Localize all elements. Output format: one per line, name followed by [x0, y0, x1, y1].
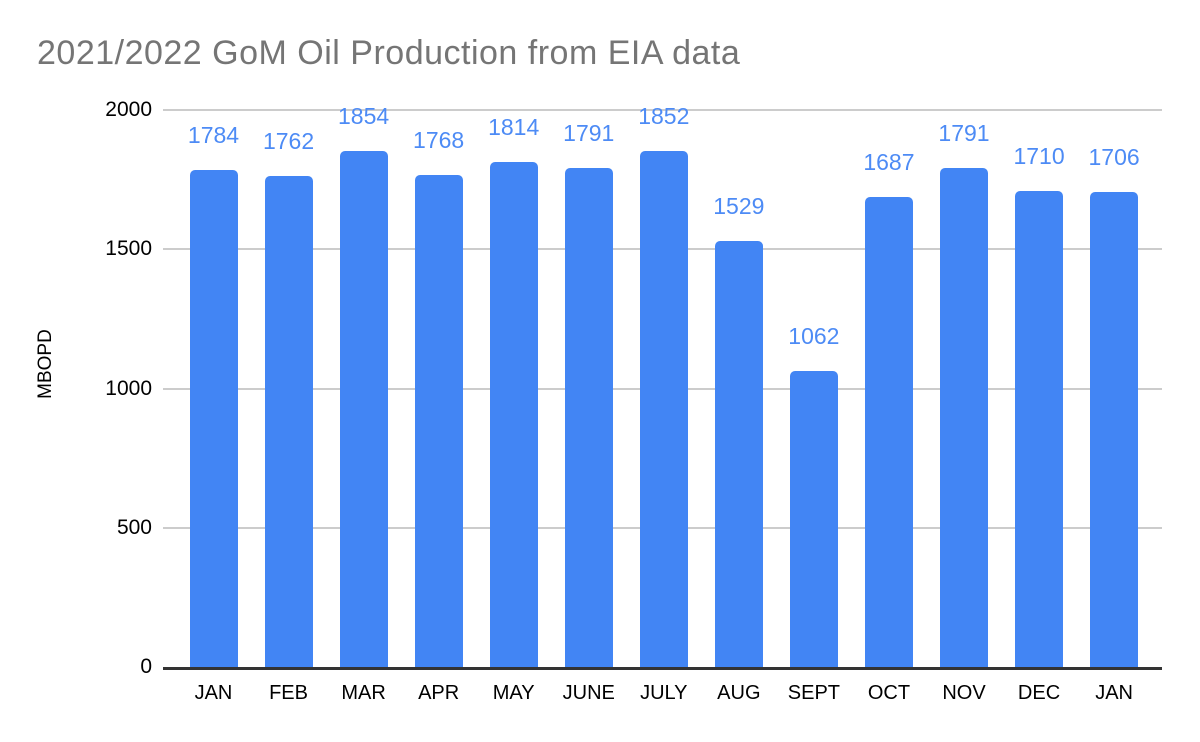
x-tick-label: SEPT — [787, 682, 841, 704]
x-tick-label: JAN — [194, 682, 233, 704]
x-tick-label: JAN — [1095, 682, 1133, 704]
bar-jan-12 — [1090, 192, 1139, 667]
bar-value-label: 1791 — [563, 120, 615, 146]
bar-dec-11 — [1015, 191, 1064, 667]
x-tick-label: OCT — [867, 682, 911, 704]
bar-oct-9 — [864, 197, 913, 667]
bar-value-label: 1791 — [938, 120, 990, 146]
bar-value-label: 1706 — [1088, 144, 1140, 170]
x-tick-label: APR — [418, 682, 460, 704]
bar-value-label: 1529 — [713, 193, 765, 219]
bar-value-label: 1687 — [863, 149, 915, 175]
x-tick-label: AUG — [717, 682, 761, 704]
bar-value-label: 1762 — [262, 128, 315, 154]
x-tick-label: JULY — [640, 682, 688, 704]
y-tick-label-1500: 1500 — [105, 237, 152, 261]
y-tick-label-0: 0 — [140, 655, 152, 678]
bar-jan-0 — [189, 170, 238, 667]
bar-nov-10 — [940, 168, 988, 667]
bar-mar-2 — [339, 151, 388, 667]
chart-title: 2021/2022 GoM Oil Production from EIA da… — [37, 34, 741, 72]
y-tick-label-1000: 1000 — [105, 376, 152, 400]
y-tick-label-2000: 2000 — [105, 98, 152, 121]
x-tick-label: MAY — [492, 682, 535, 704]
bar-june-5 — [564, 168, 613, 667]
bar-value-label: 1814 — [488, 114, 540, 140]
x-tick-label: DEC — [1017, 682, 1061, 704]
bar-value-label: 1854 — [338, 103, 390, 129]
y-axis-title: MBOPD — [35, 329, 56, 399]
x-tick-label: NOV — [942, 682, 986, 704]
bar-may-4 — [489, 162, 538, 667]
bar-feb-1 — [264, 176, 313, 667]
y-tick-label-500: 500 — [116, 515, 152, 539]
gridline-2000 — [163, 109, 1162, 111]
x-tick-label: FEB — [269, 682, 308, 704]
bar-value-label: 1784 — [187, 122, 240, 148]
bar-apr-3 — [414, 175, 463, 667]
x-axis-line — [163, 667, 1162, 670]
bar-sept-8 — [789, 371, 838, 667]
bar-value-label: 1062 — [788, 323, 840, 349]
bar-july-6 — [639, 151, 688, 667]
x-tick-label: MAR — [341, 682, 386, 704]
bar-value-label: 1768 — [413, 127, 465, 153]
bar-value-label: 1710 — [1013, 143, 1065, 169]
bar-value-label: 1852 — [638, 103, 690, 129]
bar-aug-7 — [714, 241, 763, 667]
x-tick-label: JUNE — [562, 682, 615, 704]
